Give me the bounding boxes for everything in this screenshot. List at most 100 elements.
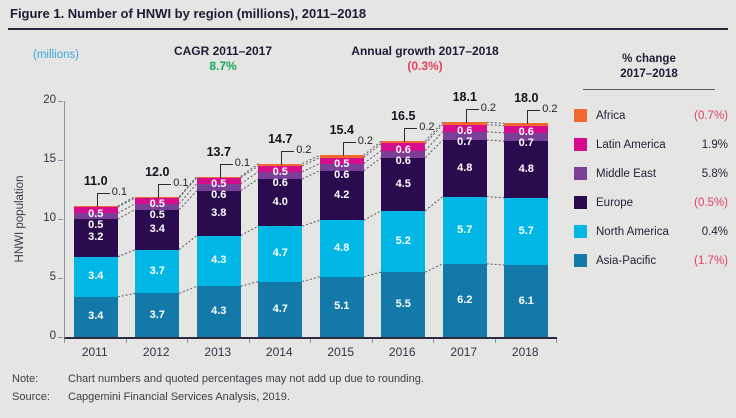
bar-segment-asia-pacific-2012	[135, 293, 180, 337]
bar-segment-north-america-2012	[135, 249, 180, 294]
africa-callout-value-2015: 0.2	[357, 135, 374, 148]
north-america-swatch-icon	[574, 225, 587, 238]
bar-segment-north-america-2014	[258, 226, 303, 282]
africa-callout-value-2017: 0.2	[480, 102, 497, 115]
connector-line	[424, 196, 444, 212]
connector-line	[117, 249, 136, 258]
bar-segment-asia-pacific-2018	[504, 265, 549, 337]
y-axis-tick-mark	[58, 160, 63, 161]
connector-line	[117, 209, 136, 220]
segment-value-europe-2012: 3.4	[149, 223, 165, 236]
x-axis-category-2017: 2017	[450, 345, 478, 359]
segment-value-latin-america-2015: 0.5	[334, 158, 350, 171]
footnotes: Note: Chart numbers and quoted percentag…	[12, 370, 724, 406]
x-axis-category-2014: 2014	[265, 345, 293, 359]
bar-segment-latin-america-2018	[504, 125, 549, 133]
y-axis-tick-label: 10	[43, 212, 56, 224]
legend-item-north-america: North America 0.4%	[566, 217, 732, 246]
x-axis-category-2015: 2015	[327, 345, 355, 359]
connector-line	[486, 124, 505, 127]
source-row: Source: Capgemini Financial Services Ana…	[12, 388, 724, 406]
legend-item-change: 0.4%	[701, 225, 728, 238]
note-text: Chart numbers and quoted percentages may…	[68, 373, 424, 385]
africa-callout-bracket-2015	[342, 142, 356, 157]
segment-value-middle-east-2012: 0.5	[149, 209, 165, 222]
bar-segment-asia-pacific-2013	[196, 286, 241, 337]
segment-value-asia-pacific-2017: 6.2	[457, 293, 473, 306]
x-axis-category-2012: 2012	[142, 345, 170, 359]
y-axis-tick-mark	[58, 278, 63, 279]
segment-value-latin-america-2018: 0.6	[518, 126, 534, 139]
bar-segment-north-america-2013	[196, 235, 241, 287]
europe-swatch-icon	[574, 196, 587, 209]
bar-segment-europe-2014	[258, 178, 303, 227]
figure-title: Figure 1. Number of HNWI by region (mill…	[10, 6, 367, 21]
segment-value-north-america-2015: 4.8	[334, 242, 350, 254]
y-axis-tick-label: 0	[49, 330, 56, 342]
segment-value-asia-pacific-2012: 3.7	[149, 308, 165, 321]
bar-segment-latin-america-2015	[319, 157, 364, 164]
segment-value-middle-east-2013: 0.6	[211, 189, 227, 202]
connector-line	[302, 154, 320, 164]
segment-value-middle-east-2011: 0.5	[88, 218, 104, 231]
segment-value-middle-east-2016: 0.6	[395, 154, 411, 167]
segment-value-latin-america-2017: 0.6	[457, 125, 473, 138]
africa-swatch-icon	[574, 109, 587, 122]
segment-value-middle-east-2018: 0.7	[518, 137, 534, 150]
legend-item-africa: Africa (0.7%)	[566, 101, 732, 130]
latin-america-swatch-icon	[574, 138, 587, 151]
bar-segment-latin-america-2014	[258, 165, 303, 172]
segment-value-middle-east-2017: 0.7	[457, 136, 473, 149]
segment-value-asia-pacific-2016: 5.5	[395, 298, 411, 311]
segment-value-latin-america-2014: 0.5	[272, 166, 288, 179]
connector-line	[240, 281, 259, 287]
y-axis-tick-label: 20	[43, 94, 56, 106]
bar-segment-middle-east-2014	[258, 171, 303, 179]
legend-divider	[583, 89, 715, 90]
bar-segment-north-america-2018	[504, 197, 549, 266]
bar-total-2016: 16.5	[391, 109, 416, 124]
bar-segment-africa-2012	[135, 196, 180, 198]
legend-items: Africa (0.7%) Latin America 1.9% Middle East…	[566, 101, 732, 275]
africa-callout-value-2011: 0.1	[111, 186, 128, 199]
legend-item-change: (0.5%)	[694, 196, 728, 209]
bar-segment-europe-2013	[196, 190, 241, 236]
cagr-label: CAGR 2011–2017	[173, 44, 273, 58]
segment-value-latin-america-2016: 0.6	[395, 143, 411, 156]
africa-callout-bracket-2017	[465, 109, 479, 124]
bar-segment-africa-2014	[258, 163, 303, 166]
segment-value-europe-2016: 4.5	[395, 177, 411, 190]
connector-line	[425, 263, 443, 273]
africa-callout-bracket-2013	[219, 163, 233, 178]
bar-segment-north-america-2011	[73, 256, 118, 297]
legend-item-change: 1.9%	[701, 138, 728, 151]
note-row: Note: Chart numbers and quoted percentag…	[12, 370, 724, 388]
legend-item-change: (0.7%)	[694, 109, 728, 122]
title-divider	[8, 28, 728, 30]
bar-segment-middle-east-2018	[504, 132, 549, 142]
legend-item-latin-america: Latin America 1.9%	[566, 130, 732, 159]
connector-line	[424, 139, 444, 158]
connector-line	[240, 165, 259, 179]
bar-segment-africa-2011	[73, 206, 118, 208]
legend-item-asia-pacific: Asia-Pacific (1.7%)	[566, 246, 732, 275]
asia-pacific-swatch-icon	[574, 254, 587, 267]
legend-item-europe: Europe (0.5%)	[566, 188, 732, 217]
bar-segment-middle-east-2011	[73, 213, 118, 219]
cagr-value: 8.7%	[209, 59, 237, 73]
note-label: Note:	[12, 373, 39, 385]
segment-value-asia-pacific-2015: 5.1	[334, 300, 350, 313]
africa-callout-bracket-2012	[158, 183, 172, 198]
connector-line	[178, 190, 198, 210]
connector-line	[302, 170, 320, 180]
bar-segment-africa-2018	[504, 123, 549, 126]
x-axis-tick-mark	[556, 339, 557, 343]
bar-segment-asia-pacific-2017	[442, 263, 487, 337]
segment-value-europe-2013: 3.8	[211, 206, 227, 219]
bar-segment-latin-america-2011	[73, 207, 118, 214]
connector-line	[363, 271, 382, 278]
africa-callout-bracket-2014	[281, 150, 295, 165]
connector-line	[178, 235, 198, 251]
africa-callout-value-2016: 0.2	[419, 121, 435, 134]
legend-item-change: (1.7%)	[694, 254, 728, 267]
